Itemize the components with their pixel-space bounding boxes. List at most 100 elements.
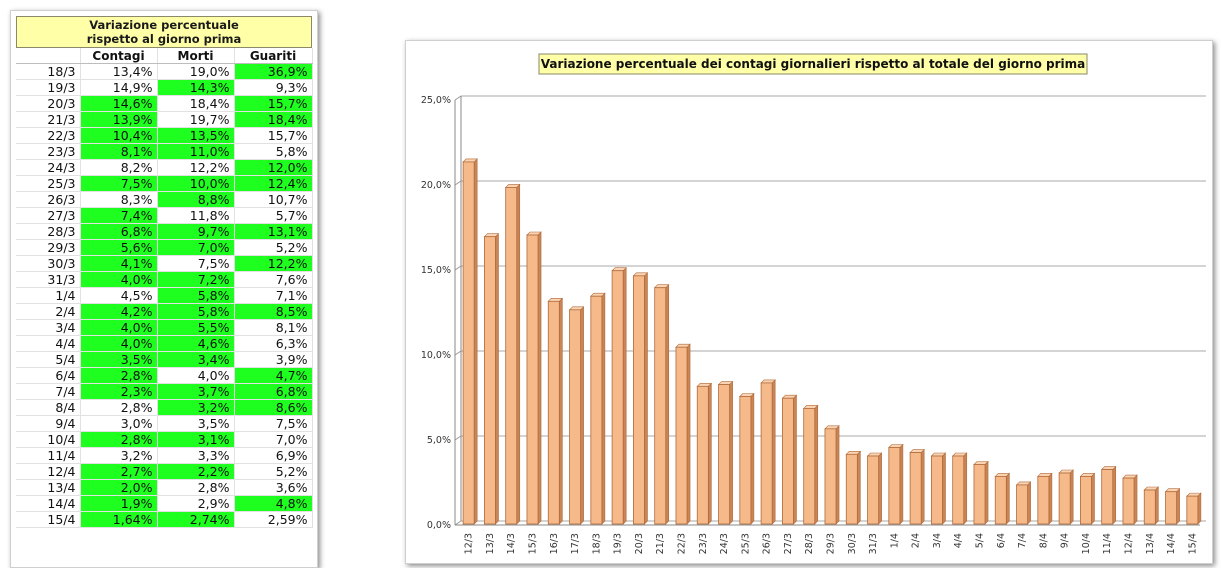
header-date — [16, 48, 81, 65]
row-date: 22/3 — [16, 127, 81, 145]
row-date: 31/3 — [16, 271, 81, 289]
table-row: 29/3 5,6% 7,0% 5,2% — [16, 239, 313, 257]
row-date: 14/4 — [16, 495, 81, 513]
table-row: 10/4 2,8% 3,1% 7,0% — [16, 431, 313, 449]
x-tick-label: 11/4 — [1102, 533, 1113, 554]
x-tick-label: 15/3 — [528, 533, 539, 554]
y-tick-label: 15,0% — [421, 265, 451, 276]
bar — [1079, 472, 1096, 525]
cell-morti: 7,5% — [157, 255, 235, 273]
x-tick-label: 3/4 — [932, 533, 943, 548]
x-tick-label: 1/4 — [889, 533, 900, 548]
cell-morti: 9,7% — [157, 223, 235, 241]
cell-morti: 13,5% — [157, 127, 235, 145]
bar — [1186, 492, 1202, 525]
cell-guariti: 12,4% — [234, 175, 313, 193]
x-tick-label: 14/4 — [1166, 533, 1177, 554]
cell-morti: 7,0% — [157, 239, 235, 257]
cell-morti: 18,4% — [157, 95, 235, 113]
bar — [1037, 472, 1053, 525]
cell-morti: 4,0% — [157, 367, 235, 385]
table-row: 22/3 10,4% 13,5% 15,7% — [16, 127, 313, 145]
table-row: 26/3 8,3% 8,8% 10,7% — [16, 191, 313, 209]
table-row: 6/4 2,8% 4,0% 4,7% — [16, 367, 313, 385]
bar — [845, 450, 862, 525]
header-contagi: Contagi — [80, 48, 158, 65]
x-tick-label: 30/3 — [847, 533, 858, 554]
percent-change-table: Contagi Morti Guariti 18/3 13,4% 19,0% 36,9… — [16, 48, 313, 529]
table-row: 11/4 3,2% 3,3% 6,9% — [16, 447, 313, 465]
cell-contagi: 1,9% — [80, 495, 158, 513]
x-tick-label: 4/4 — [953, 533, 964, 548]
x-tick-label: 18/3 — [591, 533, 602, 554]
cell-morti: 7,2% — [157, 271, 235, 289]
bar — [1122, 474, 1138, 525]
table-row: 18/3 13,4% 19,0% 36,9% — [16, 63, 313, 81]
bar — [973, 460, 989, 525]
bar — [888, 443, 904, 525]
x-tick-label: 10/4 — [1081, 533, 1092, 554]
gridline-stub — [454, 95, 462, 101]
bar — [909, 448, 925, 525]
row-date: 2/4 — [16, 303, 81, 321]
x-tick-label: 13/4 — [1145, 533, 1156, 554]
cell-guariti: 13,1% — [234, 223, 313, 241]
table-title-line2: rispetto al giorno prima — [86, 32, 242, 46]
grid-lines — [454, 95, 1206, 526]
cell-guariti: 12,2% — [234, 255, 313, 273]
table-row: 9/4 3,0% 3,5% 7,5% — [16, 415, 313, 433]
row-date: 27/3 — [16, 207, 81, 225]
cell-morti: 3,7% — [157, 383, 235, 401]
cell-morti: 2,9% — [157, 495, 235, 513]
y-tick-label: 10,0% — [421, 350, 451, 361]
gridline-stub — [454, 435, 462, 441]
x-tick-label: 5/4 — [975, 533, 986, 548]
x-tick-label: 24/3 — [719, 533, 730, 554]
cell-contagi: 14,9% — [80, 79, 158, 97]
x-tick-label: 20/3 — [634, 533, 645, 554]
header-morti: Morti — [157, 48, 235, 65]
bar — [781, 394, 798, 525]
cell-morti: 3,1% — [157, 431, 235, 449]
row-date: 9/4 — [16, 415, 81, 433]
cell-morti: 5,8% — [157, 287, 235, 305]
bar — [611, 266, 627, 525]
x-tick-label: 25/3 — [740, 533, 751, 554]
table-row: 21/3 13,9% 19,7% 18,4% — [16, 111, 313, 129]
x-tick-label: 14/3 — [506, 533, 517, 554]
table-header-row: Contagi Morti Guariti — [16, 48, 313, 65]
bar — [526, 231, 542, 525]
x-tick-label: 16/3 — [549, 533, 560, 554]
cell-morti: 3,4% — [157, 351, 235, 369]
bar — [483, 232, 500, 525]
table-row: 31/3 4,0% 7,2% 7,6% — [16, 271, 313, 289]
cell-guariti: 3,9% — [234, 351, 313, 369]
bar-chart: 0,0% 5,0% 10,0% 15,0% 20,0% 25,0% 12/3 13/3 14/… — [421, 53, 1206, 554]
table-panel: Variazione percentuale rispetto al giorn… — [10, 10, 318, 568]
cell-contagi: 8,3% — [80, 191, 158, 209]
table-row: 4/4 4,0% 4,6% 6,3% — [16, 335, 313, 353]
row-date: 29/3 — [16, 239, 81, 257]
row-date: 18/3 — [16, 63, 81, 81]
table-row: 2/4 4,2% 5,8% 8,5% — [16, 303, 313, 321]
cell-morti: 2,74% — [157, 511, 235, 529]
x-tick-label: 31/3 — [868, 533, 879, 554]
bar — [994, 472, 1011, 525]
cell-contagi: 4,5% — [80, 287, 158, 305]
cell-contagi: 2,8% — [80, 399, 158, 417]
cell-contagi: 4,0% — [80, 335, 158, 353]
x-tick-label: 28/3 — [804, 533, 815, 554]
cell-guariti: 3,6% — [234, 479, 313, 497]
bar — [1058, 469, 1074, 525]
cell-guariti: 8,1% — [234, 319, 313, 337]
chart-title-box: Variazione percentuale dei contagi giorn… — [538, 53, 1088, 75]
cell-guariti: 7,6% — [234, 271, 313, 289]
x-tick-label: 27/3 — [783, 533, 794, 554]
bar — [590, 292, 606, 525]
cell-guariti: 12,0% — [234, 159, 313, 177]
cell-contagi: 13,4% — [80, 63, 158, 81]
row-date: 25/3 — [16, 175, 81, 193]
bar — [1143, 486, 1160, 525]
table-row: 3/4 4,0% 5,5% 8,1% — [16, 319, 313, 337]
y-tick-labels: 0,0% 5,0% 10,0% 15,0% 20,0% 25,0% — [421, 95, 451, 531]
